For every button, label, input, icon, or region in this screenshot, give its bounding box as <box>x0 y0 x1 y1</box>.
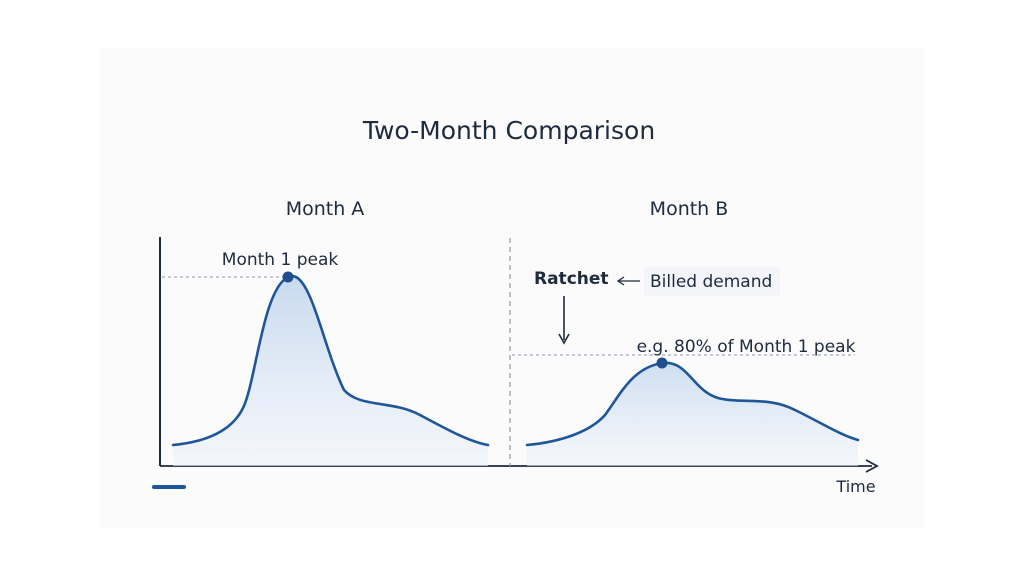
billed-demand-label: Billed demand <box>650 272 772 292</box>
ratchet-down-arrowhead <box>558 333 570 345</box>
month-a-label: Month A <box>286 198 365 220</box>
x-axis-label: Time <box>835 477 875 496</box>
month-b-label: Month B <box>650 198 729 220</box>
threshold-label: e.g. 80% of Month 1 peak <box>637 337 856 357</box>
month-b-curve <box>525 361 860 447</box>
diagram-title: Two-Month Comparison <box>362 116 655 145</box>
month-a-area <box>173 275 488 466</box>
ratchet-to-billed-arrowhead <box>616 276 625 286</box>
month-a-peak-label: Month 1 peak <box>222 250 339 270</box>
month-b-peak-marker <box>656 357 668 369</box>
month-a-peak-marker <box>282 271 294 283</box>
x-axis-arrowhead <box>865 459 879 473</box>
month-a-curve <box>171 274 490 447</box>
billed-demand-box <box>644 266 780 296</box>
month-b-area <box>527 362 858 466</box>
ratchet-label: Ratchet <box>534 269 609 289</box>
